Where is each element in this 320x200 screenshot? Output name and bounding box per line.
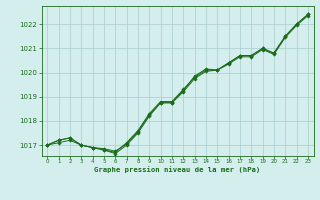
X-axis label: Graphe pression niveau de la mer (hPa): Graphe pression niveau de la mer (hPa) <box>94 167 261 173</box>
